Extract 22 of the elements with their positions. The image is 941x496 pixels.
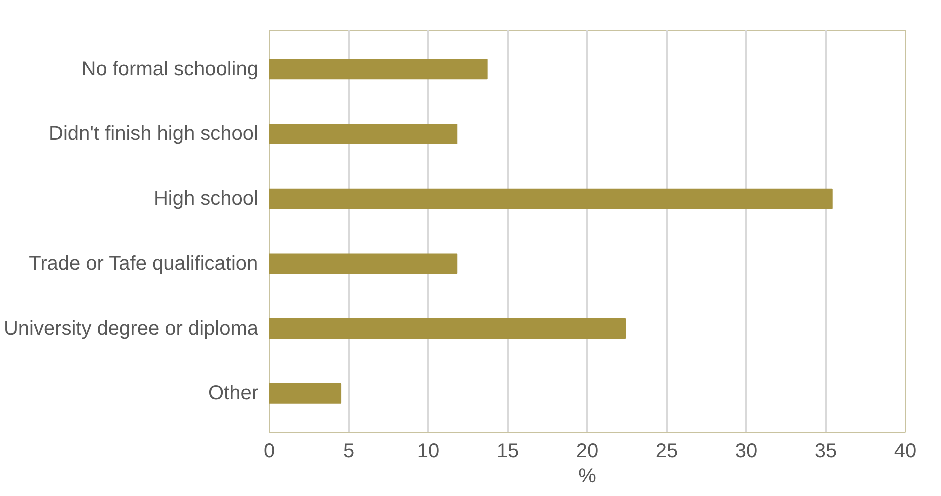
y-tick-label: High school xyxy=(154,188,259,210)
bar xyxy=(270,124,458,144)
y-tick-label: University degree or diploma xyxy=(4,318,260,340)
bar xyxy=(270,254,458,274)
x-tick-label: 25 xyxy=(656,440,678,462)
x-tick-label: 40 xyxy=(894,440,917,462)
bar xyxy=(270,59,488,80)
x-tick-label: 0 xyxy=(264,440,276,462)
y-tick-label: Trade or Tafe qualification xyxy=(29,252,258,275)
x-axis-title: % xyxy=(578,466,597,488)
x-tick-label: 5 xyxy=(343,440,355,462)
x-tick-label: 15 xyxy=(496,440,520,462)
y-tick-label: Didn't finish high school xyxy=(49,123,259,146)
bar xyxy=(270,383,342,404)
x-tick-label: 20 xyxy=(576,440,599,462)
bar xyxy=(270,318,626,339)
x-tick-label: 10 xyxy=(417,440,440,462)
bar xyxy=(270,188,833,210)
x-tick-label: 35 xyxy=(814,440,838,462)
x-tick-label: 30 xyxy=(735,440,758,462)
y-tick-label: Other xyxy=(208,382,259,405)
y-tick-label: No formal schooling xyxy=(82,58,258,80)
